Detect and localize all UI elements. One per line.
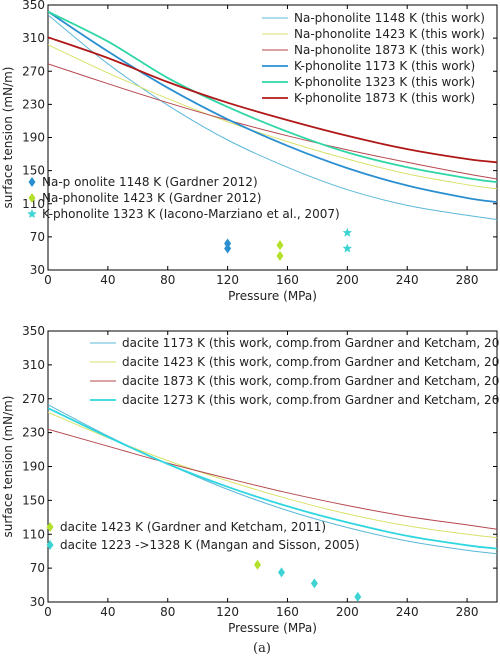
data-point-marker	[342, 227, 353, 237]
legend-marker	[27, 209, 37, 218]
legend-label: dacite 1423 K (Gardner and Ketcham, 2011…	[60, 520, 326, 534]
y-axis-label: surface tension (mN/m)	[1, 396, 15, 538]
y-axis-label: surface tension (mN/m)	[1, 67, 15, 209]
series-line	[48, 14, 497, 220]
y-tick-label: 190	[22, 131, 45, 145]
legend-marker	[46, 522, 54, 532]
y-tick-label: 150	[22, 164, 45, 178]
x-tick-label: 160	[276, 605, 299, 619]
x-axis-label: Pressure (MPa)	[228, 289, 317, 303]
x-tick-label: 40	[100, 273, 115, 287]
x-tick-label: 80	[160, 605, 175, 619]
legend-label: dacite 1423 K (this work, comp.from Gard…	[122, 355, 500, 369]
y-tick-label: 270	[22, 64, 45, 78]
x-tick-label: 200	[336, 273, 359, 287]
x-axis-label: Pressure (MPa)	[228, 621, 317, 635]
series-group	[48, 404, 497, 555]
y-tick-label: 110	[22, 197, 45, 211]
y-tick-label: 270	[22, 392, 45, 406]
series-line	[48, 36, 497, 164]
legend-label: Na-phonolite 1423 K (this work)	[294, 27, 485, 41]
x-tick-label: 0	[44, 605, 52, 619]
legend-label: dacite 1873 K (this work, comp.from Gard…	[122, 374, 500, 388]
y-tick-label: 190	[22, 460, 45, 474]
y-tick-label: 70	[30, 230, 45, 244]
y-tick-label: 70	[30, 561, 45, 575]
y-tick-label: 310	[22, 31, 45, 45]
y-tick-label: 150	[22, 493, 45, 507]
legend-label: Na-p onolite 1148 K (Gardner 2012)	[42, 175, 258, 189]
y-tick-label: 350	[22, 324, 45, 338]
series-group	[48, 10, 497, 220]
data-point-marker	[254, 559, 262, 570]
legend-label: K-phonolite 1173 K (this work)	[294, 59, 475, 73]
legend-marker	[28, 193, 36, 203]
series-line	[48, 63, 497, 180]
x-tick-label: 0	[44, 273, 52, 287]
legend-label: K-phonolite 1323 K (this work)	[294, 75, 475, 89]
series-line	[48, 411, 497, 539]
series-line	[48, 407, 497, 550]
data-point-marker	[342, 243, 353, 253]
legend-marker	[28, 177, 36, 187]
series-line	[48, 10, 497, 203]
y-tick-label: 30	[30, 595, 45, 609]
x-tick-label: 160	[276, 273, 299, 287]
chart-top: 0 40 80 120 160 200 240 280 30 70 110 150 190 230 270 3…	[1, 0, 498, 303]
y-tick-label: 30	[30, 263, 45, 277]
legend-label: Na-phonolite 1873 K (this work)	[294, 43, 485, 57]
chart-bottom: 0 40 80 120 160 200 240 280 30 70 110 150 190 230 270 3…	[1, 324, 500, 635]
data-point-marker	[354, 591, 362, 602]
x-tick-label: 80	[160, 273, 175, 287]
legend-label: K-phonolite 1873 K (this work)	[294, 91, 475, 105]
series-line	[48, 44, 497, 190]
plot-frame	[47, 330, 498, 603]
legend-label: dacite 1173 K (this work, comp.from Gard…	[122, 336, 500, 350]
x-tick-label: 240	[396, 605, 419, 619]
data-point-marker	[276, 240, 284, 251]
y-tick-label: 110	[22, 527, 45, 541]
data-point-marker	[277, 567, 285, 578]
series-line	[48, 10, 497, 184]
x-tick-label: 40	[100, 605, 115, 619]
legend-marker	[46, 540, 54, 550]
y-tick-label: 310	[22, 358, 45, 372]
x-tick-label: 120	[216, 605, 239, 619]
x-tick-label: 240	[396, 273, 419, 287]
data-point-marker	[224, 243, 232, 254]
x-tick-label: 200	[336, 605, 359, 619]
legend-label: Na-phonolite 1423 K (Gardner 2012)	[42, 191, 261, 205]
data-point-marker	[310, 578, 318, 589]
x-tick-label: 280	[456, 605, 479, 619]
y-tick-label: 350	[22, 0, 45, 12]
legend-label: K-phonolite 1323 K (Iacono-Marziano et a…	[42, 207, 340, 221]
legend-label: dacite 1273 K (this work, comp.from Gard…	[122, 393, 500, 407]
legend-label: dacite 1223 ->1328 K (Mangan and Sisson,…	[60, 538, 360, 552]
y-tick-label: 230	[22, 97, 45, 111]
x-tick-label: 280	[456, 273, 479, 287]
x-tick-label: 120	[216, 273, 239, 287]
series-line	[48, 428, 497, 530]
legend-label: Na-phonolite 1148 K (this work)	[294, 11, 485, 25]
y-tick-label: 230	[22, 426, 45, 440]
data-point-marker	[276, 250, 284, 261]
figure-caption: (a)	[253, 641, 271, 656]
